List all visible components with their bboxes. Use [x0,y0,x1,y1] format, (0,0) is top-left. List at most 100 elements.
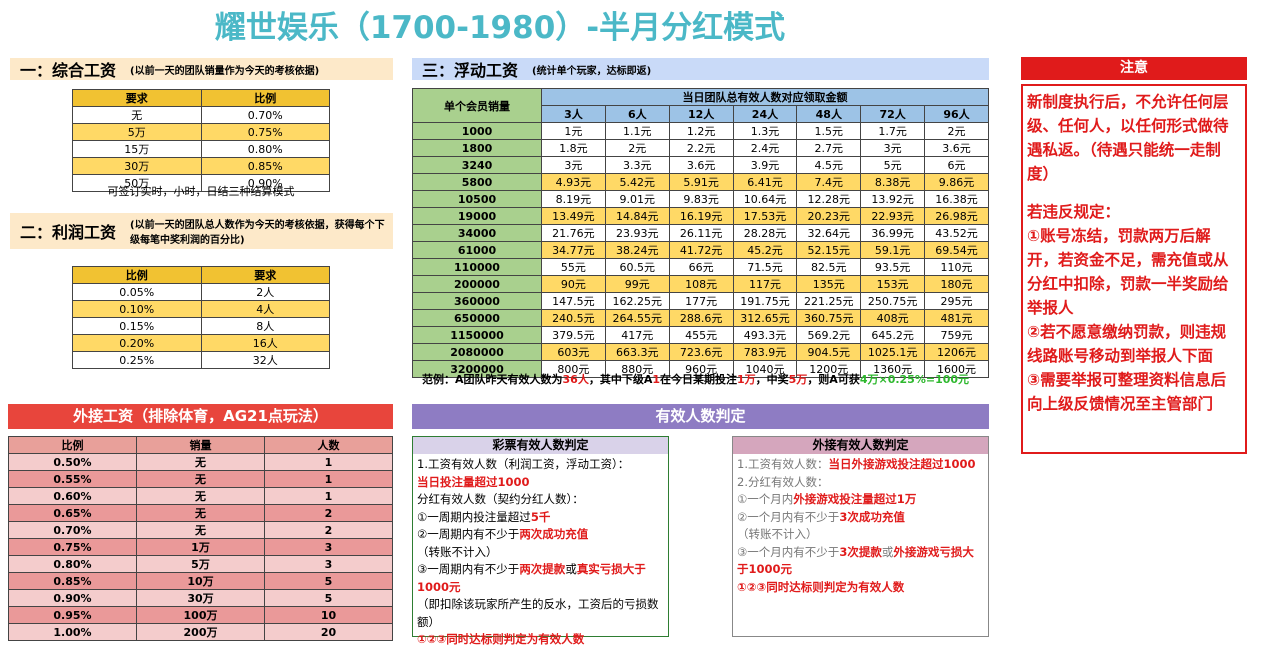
cell: 0.55% [8,470,137,488]
cell: 43.52元 [924,224,989,242]
cell: 1.5元 [796,122,862,140]
cell: 0.75% [8,538,137,556]
cell: 1600元 [924,360,989,378]
cell: 21.76元 [541,224,606,242]
cell: 1.1元 [604,122,670,140]
cell: 41.72元 [668,241,734,259]
cell: 288.6元 [668,309,734,327]
cell: 4人 [200,300,330,318]
cell: 1元 [541,122,606,140]
cell: 759元 [924,326,989,344]
cell: 3元 [860,139,926,157]
cell: 264.55元 [604,309,670,327]
cell: 55元 [541,258,606,276]
sales-cell: 3200000 [412,360,542,378]
row: 0.20% 16人 [72,334,330,352]
row: 0.25% 32人 [72,351,330,369]
row: 1150000 379.5元 417元 455元 493.3元 569.2元 645.2元 7… [412,326,989,344]
line: ③一周期内有不少于两次提款或真实亏损大于1000元 [417,561,664,596]
row: 0.65% 无 2 [8,504,393,522]
line: ①②③同时达标则判定为有效人数 [737,579,984,597]
row: 30万 0.85% [72,157,330,175]
table-wrap: 比例 要求 0.05% 2人 0.10% 4人 0.15% 8人 0.20% 16人 0.25% 32… [72,266,330,369]
header-cell: 96人 [924,105,989,123]
example: 范例：A团队昨天有效人数为36人，其中下级A1在今日某期投注1万，中奖5万，则A… [422,371,992,387]
section5-bar: 有效人数判定 [412,404,989,429]
cell: 3 [264,555,393,573]
line: 1.工资有效人数（利润工资，浮动工资）： [417,456,664,474]
table: 比例 销量 人数 0.50% 无 1 0.55% 无 1 0.60% 无 1 0.65% 无 2 0.70% 无… [8,436,393,641]
line: ②一周期内有不少于两次成功充值 （转账不计入） [417,526,664,561]
table-body: 比例 销量 人数 0.50% 无 1 0.55% 无 1 0.60% 无 1 0.65% 无 2 0.70% 无… [8,436,393,641]
row: 1000 1元 1.1元 1.2元 1.3元 1.5元 1.7元 2元 [412,122,989,140]
cell: 59.1元 [860,241,926,259]
cell: 5万 [72,123,202,141]
cell: 569.2元 [796,326,862,344]
emphasis: 外接游戏亏损大于1000元 [737,544,974,577]
cell: 1.8元 [541,139,606,157]
box-title: 彩票有效人数判定 [413,437,668,454]
text: ③一个月内有不少于 [737,544,840,559]
row: 3200000 800元 880元 960元 1040元 1200元 1360元 1600元 [412,360,989,378]
table-body: 单个会员销量 当日团队总有效人数对应领取金额 3人 6人 12人 24人 48人 72人 96人… [412,88,989,378]
text: （转账不计入） [737,527,818,541]
sales-cell: 61000 [412,241,542,259]
cell: 30万 [72,157,202,175]
cell: 1.00% [8,623,137,641]
cell: 645.2元 [860,326,926,344]
cell: 0.85% [8,572,137,590]
row: 无 0.70% [72,106,330,124]
header-cell: 要求 [72,89,202,107]
cell: 34.77元 [541,241,606,259]
cell: 82.5元 [796,258,862,276]
cell: 45.2元 [732,241,798,259]
cell: 22.93元 [860,207,926,225]
cell: 2 [264,521,393,539]
cell: 71.5元 [732,258,798,276]
cell: 17.53元 [732,207,798,225]
cell: 5元 [860,156,926,174]
header-row: 比例 要求 [72,266,330,284]
header-cell: 比例 [200,89,330,107]
paragraph: 若违反规定： [1027,203,1121,221]
cell: 1360元 [860,360,926,378]
paragraph: 新制度执行后，不允许任何层级、任何人，以任何形式做待遇私返。（待遇只能统一走制度… [1027,93,1229,183]
row: 0.10% 4人 [72,300,330,318]
cell: 1206元 [924,343,989,361]
sales-cell: 650000 [412,309,542,327]
cell: 10 [264,606,393,624]
table: 要求 比例无 0.70% 5万 0.75% 15万 0.80% 30万 0.85% 50万 0.90… [72,89,330,192]
cell: 2元 [604,139,670,157]
row: 2080000 603元 663.3元 723.6元 783.9元 904.5元 1025.… [412,343,989,361]
cell: 3.3元 [604,156,670,174]
cell: 13.92元 [860,190,926,208]
sales-cell: 2080000 [412,343,542,361]
row: 0.75% 1万 3 [8,538,393,556]
row: 0.50% 无 1 [8,453,393,471]
cell: 1025.1元 [860,343,926,361]
cell: 6.41元 [732,173,798,191]
cell: 100万 [136,606,265,624]
cell: 493.3元 [732,326,798,344]
cell: 379.5元 [541,326,606,344]
cell: 23.93元 [604,224,670,242]
emphasis: 5千 [530,509,551,524]
text: ②一周期内有不少于 [417,527,520,541]
cell: 0.05% [72,283,202,301]
text: ②一个月内有不少于 [737,509,840,524]
table-wrap: 比例 销量 人数 0.50% 无 1 0.55% 无 1 0.60% 无 1 0.65% 无 2 0.70% 无… [8,436,393,641]
text: ③一周期内有不少于 [417,562,520,576]
cell: 1200元 [796,360,862,378]
emphasis: 真实亏损大于1000元 [417,562,646,594]
cell: 无 [136,453,265,471]
header-cell: 3人 [541,105,606,123]
cell: 无 [136,487,265,505]
cell: 9.01元 [604,190,670,208]
row: 19000 13.49元 14.84元 16.19元 17.53元 20.23元 22.93… [412,207,989,225]
example-part: ，其中下级A [588,373,653,386]
header-row: 3人 6人 12人 24人 48人 72人 96人 [413,105,989,123]
text: ①一周期内投注量超过 [417,509,531,524]
cell: 177元 [668,292,734,310]
example-part: 4万×0.25%=100元 [859,373,970,386]
example-part: 5万 [788,373,808,386]
